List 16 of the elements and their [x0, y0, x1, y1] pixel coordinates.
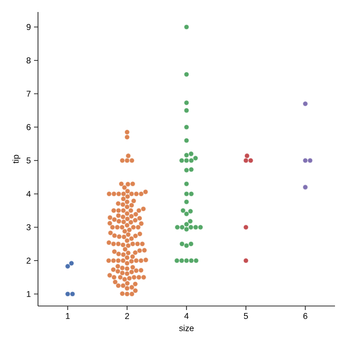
- y-tick-label: 8: [26, 57, 31, 64]
- x-tick-label: 5: [244, 313, 248, 319]
- y-tick-label: 3: [26, 224, 31, 230]
- x-tick-label: 6: [303, 313, 308, 320]
- y-tick-label: 4: [26, 190, 31, 197]
- x-tick-label: 1: [66, 313, 70, 319]
- x-axis-title: size: [179, 324, 194, 332]
- y-tick-label: 2: [26, 258, 31, 264]
- y-axis-title: tip: [12, 154, 20, 164]
- y-tick-label: 5: [26, 158, 31, 164]
- y-tick-label: 6: [26, 124, 31, 130]
- x-tick-label: 4: [184, 313, 189, 319]
- y-tick-label: 7: [26, 90, 31, 97]
- y-tick-label: 9: [26, 24, 31, 30]
- x-tick-label: 2: [125, 313, 130, 319]
- y-tick-label: 1: [26, 291, 31, 297]
